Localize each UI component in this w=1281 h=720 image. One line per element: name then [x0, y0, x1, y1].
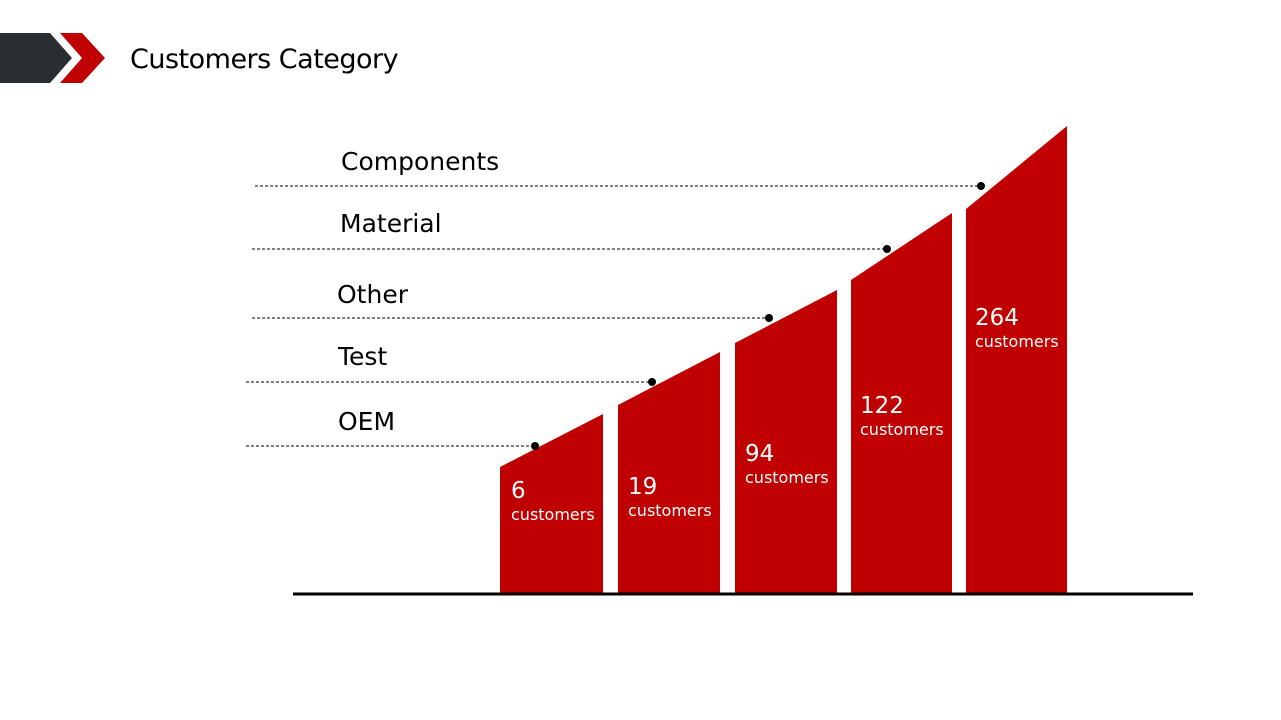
- leader-dot: [531, 442, 539, 450]
- category-label: Other: [337, 280, 409, 309]
- bar-oem: [500, 414, 603, 594]
- page-title: Customers Category: [130, 44, 399, 75]
- unit-label: customers: [745, 468, 829, 487]
- bar-material: [851, 213, 952, 594]
- value-label: 6: [511, 478, 526, 504]
- unit-label: customers: [860, 420, 944, 439]
- bar-test: [618, 352, 720, 594]
- leader-dot: [648, 378, 656, 386]
- unit-label: customers: [975, 332, 1059, 351]
- bar-other: [735, 290, 837, 594]
- leader-dot: [765, 314, 773, 322]
- header-chevron-icon: [0, 33, 105, 83]
- unit-label: customers: [628, 501, 712, 520]
- value-label: 264: [975, 305, 1019, 331]
- category-label: Test: [337, 342, 387, 371]
- leader-dot: [977, 182, 985, 190]
- value-label: 19: [628, 474, 657, 500]
- category-label: Components: [341, 147, 499, 176]
- bar-components: [966, 126, 1067, 594]
- leader-dot: [883, 245, 891, 253]
- value-label: 94: [745, 441, 774, 467]
- unit-label: customers: [511, 505, 595, 524]
- category-label: OEM: [338, 407, 395, 436]
- category-label: Material: [340, 209, 442, 238]
- value-label: 122: [860, 393, 904, 419]
